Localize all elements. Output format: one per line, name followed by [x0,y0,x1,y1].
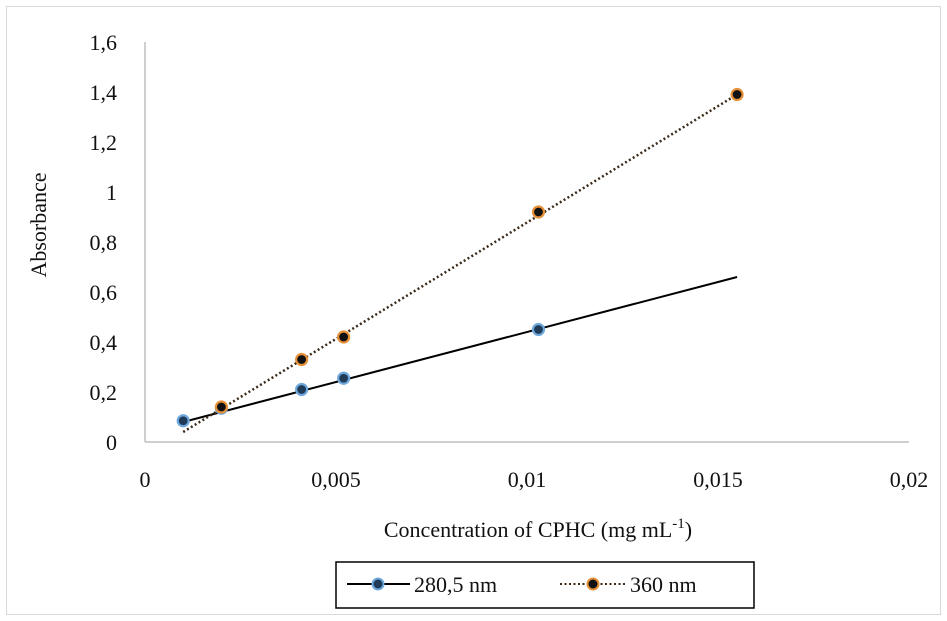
data-point-360 [295,352,309,367]
y-tick-labels: 0 0,2 0,4 0,6 0,8 1 1,2 1,4 1,6 [90,30,118,455]
data-point-360 [337,330,351,344]
y-tick-label: 0,8 [90,230,118,255]
y-axis-title: Absorbance [26,172,51,277]
x-axis-title: Concentration of CPHC (mg mL-1) [384,516,692,542]
data-point-360 [730,87,744,102]
y-tick-label: 0,2 [90,380,118,405]
data-point-360 [531,205,546,219]
x-tick-label: 0,005 [311,467,361,492]
x-axis-title-close: ) [685,517,692,542]
data-point-360 [214,400,228,414]
data-point-280 [337,371,351,385]
legend-swatch-marker-280 [371,577,385,591]
axes [144,42,909,443]
x-tick-label: 0,015 [693,467,743,492]
y-tick-label: 0,4 [90,330,118,355]
data-point-280 [295,382,309,397]
y-tick-label: 1 [106,180,117,205]
data-points [176,87,744,428]
trendlines [182,93,738,434]
x-tick-labels: 0 0,005 0,01 0,015 0,02 [140,467,929,492]
y-tick-label: 1,2 [90,130,118,155]
trendline-280 [182,276,738,423]
x-tick-label: 0,01 [508,467,547,492]
y-tick-label: 0 [106,430,117,455]
legend-swatch-marker-360 [586,577,600,591]
chart-frame [6,6,941,615]
data-point-280 [531,322,546,337]
legend-label-360: 360 nm [630,572,697,597]
data-point-280 [176,414,190,428]
x-axis-title-superscript: -1 [672,516,685,532]
x-tick-label: 0 [140,467,151,492]
y-tick-label: 1,6 [90,30,118,55]
trendline-360 [182,93,738,434]
y-tick-label: 1,4 [90,80,118,105]
x-tick-label: 0,02 [890,467,929,492]
x-axis-title-main: Concentration of CPHC (mg mL [384,517,672,542]
legend: 280,5 nm 360 nm [335,561,755,609]
legend-label-280: 280,5 nm [414,572,497,597]
y-tick-label: 0,6 [90,280,118,305]
